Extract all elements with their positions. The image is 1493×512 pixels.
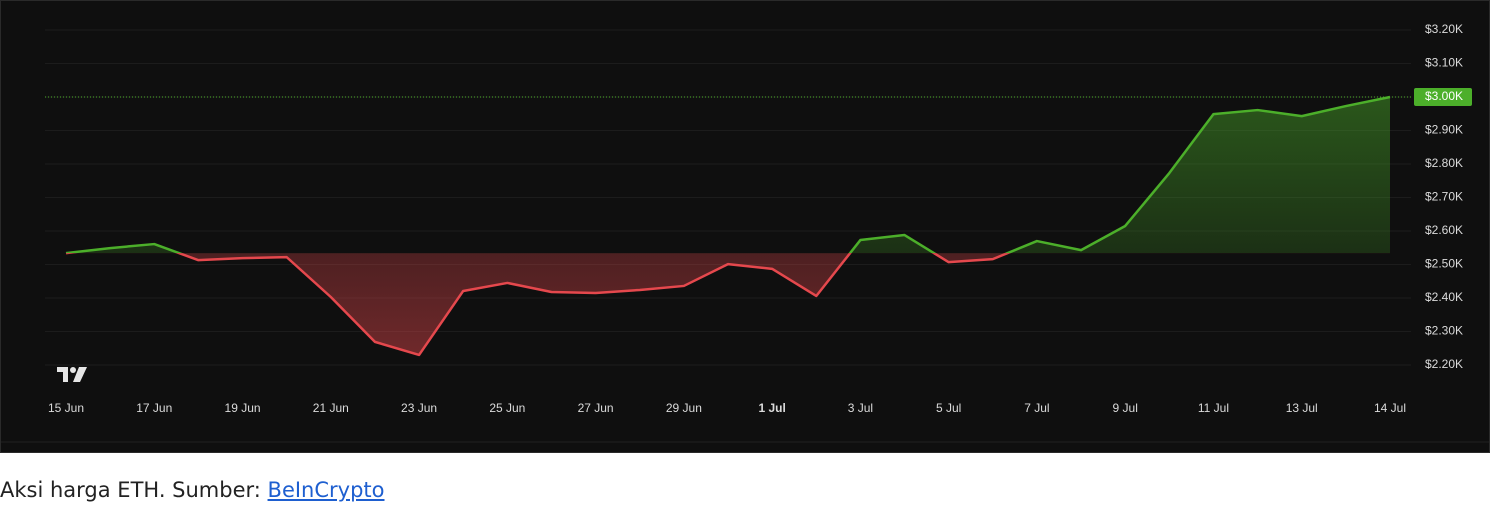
x-tick-label: 13 Jul bbox=[1286, 401, 1318, 415]
x-tick-label: 14 Jul bbox=[1374, 401, 1406, 415]
x-tick-label: 25 Jun bbox=[489, 401, 525, 415]
x-tick-label: 3 Jul bbox=[848, 401, 873, 415]
x-tick-label: 27 Jun bbox=[578, 401, 614, 415]
source-link[interactable]: BeInCrypto bbox=[267, 478, 385, 502]
x-tick-label: 15 Jun bbox=[48, 401, 84, 415]
y-tick-label: $2.50K bbox=[1425, 257, 1463, 271]
y-tick-label: $2.30K bbox=[1425, 324, 1463, 338]
y-tick-label: $2.90K bbox=[1425, 123, 1463, 137]
x-tick-label: 11 Jul bbox=[1198, 401, 1229, 415]
x-tick-label: 19 Jun bbox=[225, 401, 261, 415]
x-tick-label: 7 Jul bbox=[1024, 401, 1049, 415]
y-tick-label: $2.80K bbox=[1425, 156, 1463, 170]
y-tick-label: $3.20K bbox=[1425, 22, 1463, 36]
x-tick-label: 23 Jun bbox=[401, 401, 437, 415]
area-down bbox=[179, 253, 1008, 355]
area-up bbox=[66, 97, 1390, 254]
x-tick-label: 1 Jul bbox=[758, 401, 785, 415]
y-tick-label: $2.70K bbox=[1425, 190, 1463, 204]
x-tick-label: 21 Jun bbox=[313, 401, 349, 415]
line-up bbox=[65, 95, 1391, 254]
y-tick-label: $2.60K bbox=[1425, 223, 1463, 237]
x-tick-label: 5 Jul bbox=[936, 401, 961, 415]
last-price-label: $3.00K bbox=[1425, 89, 1463, 103]
last-price-box bbox=[1414, 88, 1472, 106]
line-down bbox=[66, 253, 1011, 357]
caption-text: Aksi harga ETH. Sumber: bbox=[0, 478, 268, 502]
y-tick-label: $2.20K bbox=[1425, 357, 1463, 371]
y-tick-label: $3.10K bbox=[1425, 56, 1463, 70]
x-tick-label: 17 Jun bbox=[136, 401, 172, 415]
x-tick-label: 9 Jul bbox=[1113, 401, 1138, 415]
tradingview-logo bbox=[57, 367, 87, 382]
chart: $2.20K $2.30K $2.40K $2.50K $2.60K $2.70K $2.8… bbox=[1, 22, 1489, 443]
caption: Aksi harga ETH. Sumber: BeInCrypto bbox=[0, 478, 385, 502]
x-tick-label: 29 Jun bbox=[666, 401, 702, 415]
y-tick-label: $2.40K bbox=[1425, 290, 1463, 304]
chart-panel: $2.20K $2.30K $2.40K $2.50K $2.60K $2.70K $2.8… bbox=[0, 0, 1490, 453]
